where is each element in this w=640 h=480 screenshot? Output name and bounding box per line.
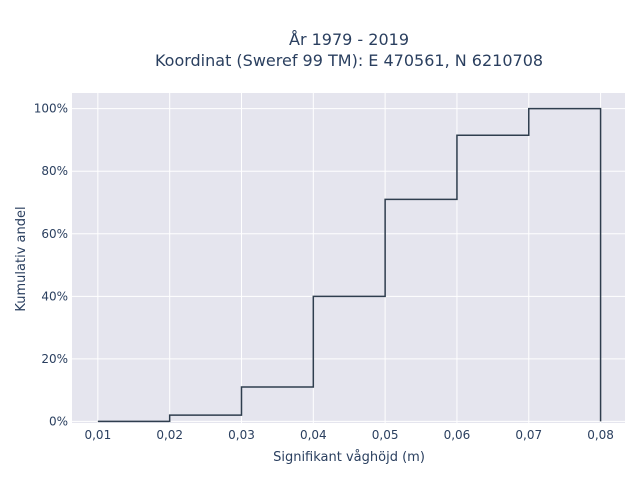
x-tick-label: 0,07 [515,428,542,442]
series-layer [97,107,602,423]
cumulative-step-line [97,107,602,423]
x-tick-label: 0,08 [587,428,614,442]
y-axis-ticks: 0% 20% 40% 60% 80% 100% [34,102,68,429]
x-tick-label: 0,02 [156,428,183,442]
x-tick-label: 0,03 [228,428,255,442]
chart-title-line-1: År 1979 - 2019 [289,30,409,49]
y-tick-label: 20% [41,352,68,366]
y-tick-label: 80% [41,164,68,178]
x-tick-label: 0,05 [372,428,399,442]
x-tick-label: 0,06 [444,428,471,442]
plot-area [72,93,625,423]
x-axis-title: Signifikant våghöjd (m) [273,450,425,465]
y-axis-title: Kumulativ andel [14,206,29,311]
x-tick-label: 0,01 [84,428,111,442]
y-tick-label: 0% [49,414,68,428]
x-axis-ticks: 0,01 0,02 0,03 0,04 0,05 0,06 0,07 0,08 [84,428,613,442]
y-tick-label: 40% [41,289,68,303]
x-tick-label: 0,04 [300,428,327,442]
y-tick-label: 60% [41,227,68,241]
chart-title-line-2: Koordinat (Sweref 99 TM): E 470561, N 62… [155,51,543,70]
y-tick-label: 100% [34,102,68,116]
